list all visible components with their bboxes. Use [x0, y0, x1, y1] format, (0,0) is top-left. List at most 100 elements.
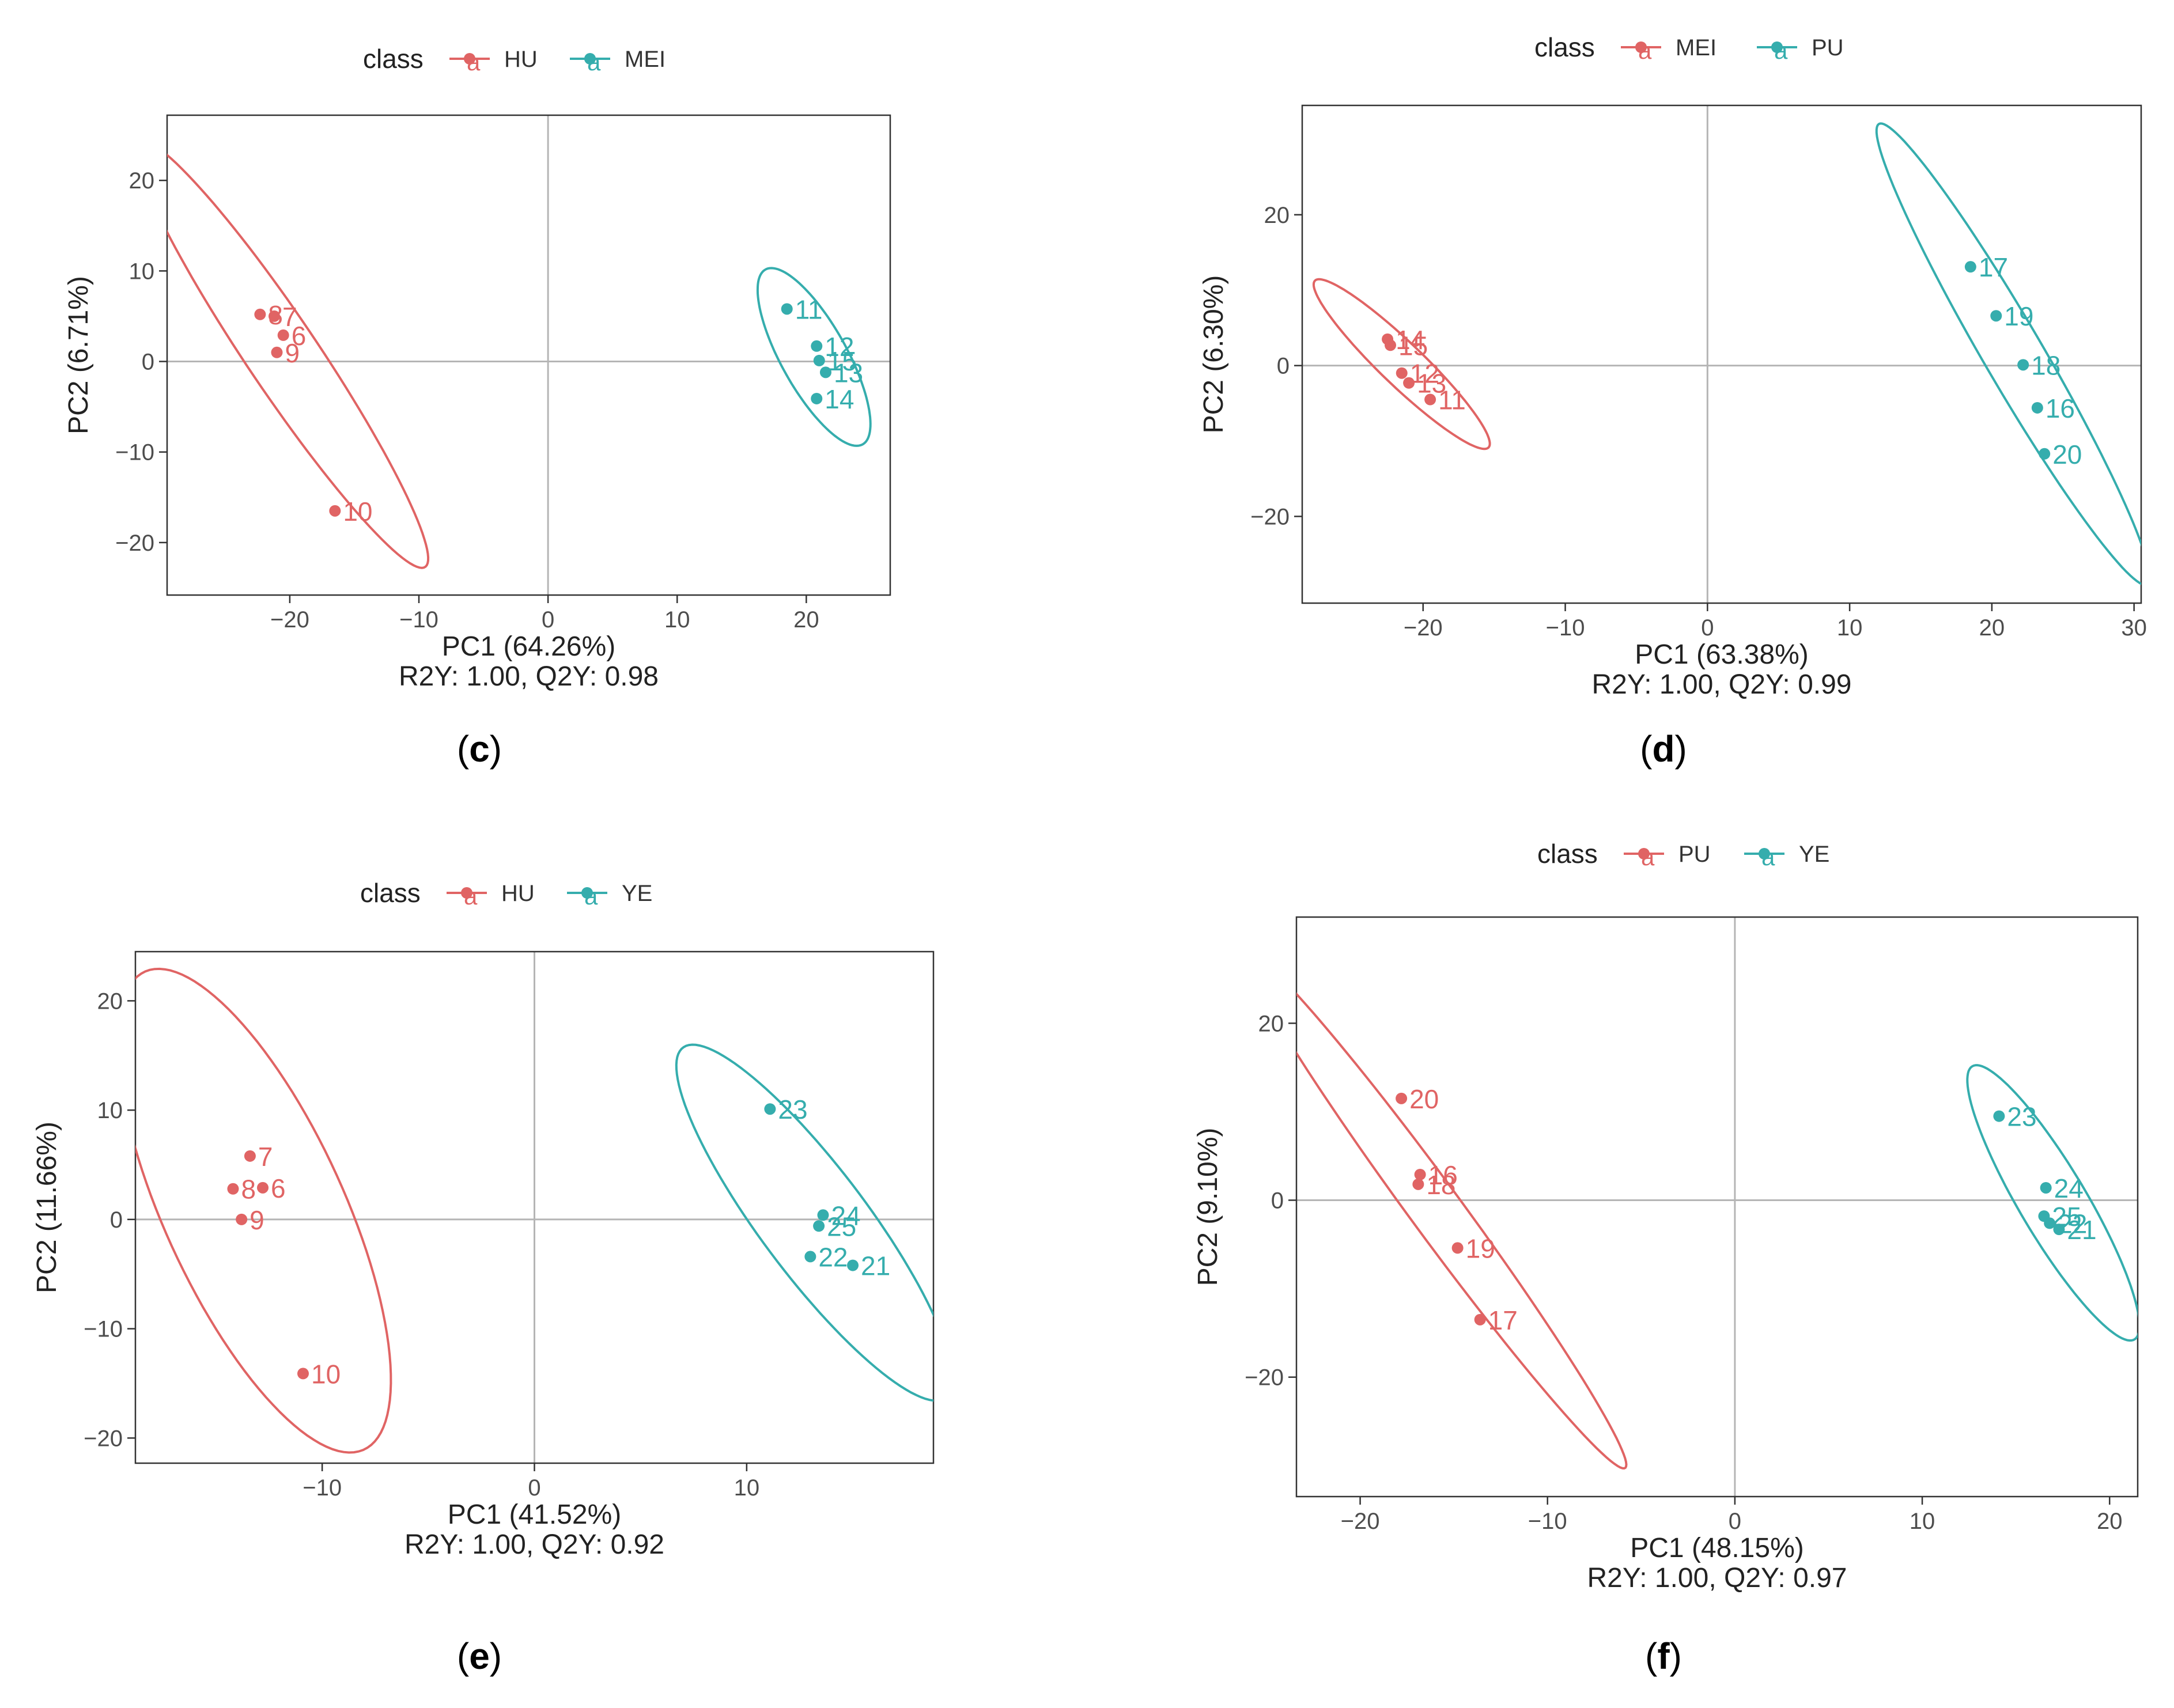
- data-point: [2017, 359, 2029, 371]
- point-label: 6: [292, 321, 307, 351]
- legend-label: PU: [1678, 842, 1711, 867]
- data-point: [817, 1209, 829, 1221]
- data-point: [2044, 1217, 2056, 1229]
- legend: class a PU a YE: [1537, 839, 1829, 870]
- confidence-ellipse-hu: [167, 153, 430, 569]
- data-point: [813, 1220, 825, 1232]
- data-point: [2040, 1181, 2052, 1194]
- confidence-ellipse-hu: [135, 967, 392, 1454]
- x-axis-title: PC1 (48.15%): [1630, 1533, 1804, 1563]
- confidence-ellipse-mei: [1312, 278, 1491, 450]
- point-label: 22: [818, 1242, 848, 1272]
- data-point: [1412, 1178, 1424, 1190]
- model-stats: R2Y: 1.00, Q2Y: 0.98: [399, 661, 659, 692]
- plot-border: [1295, 916, 2139, 1498]
- legend-key-point: [461, 887, 472, 899]
- y-tick-label: −10: [115, 440, 154, 465]
- point-label: 21: [861, 1251, 890, 1281]
- y-tick-label: 10: [97, 1098, 123, 1123]
- data-point: [811, 340, 823, 352]
- y-tick-label: 20: [97, 989, 123, 1014]
- point-label: 10: [343, 497, 372, 527]
- data-point: [1993, 1110, 2005, 1122]
- legend-key-glyph: a: [464, 883, 478, 910]
- y-tick-label: 0: [110, 1207, 123, 1233]
- caption-letter: d: [1652, 728, 1674, 770]
- point-label: 7: [258, 1142, 273, 1172]
- data-point: [1474, 1313, 1486, 1326]
- x-tick-label: 0: [542, 607, 554, 633]
- legend-key-glyph: a: [1774, 37, 1788, 64]
- point-label: 23: [778, 1095, 807, 1124]
- point-label: 16: [1428, 1160, 1458, 1190]
- confidence-ellipse-pu: [1875, 122, 2141, 585]
- x-axis-title: PC1 (64.26%): [442, 631, 615, 662]
- point-label: 6: [271, 1173, 286, 1203]
- x-tick-label: 10: [1910, 1509, 1935, 1534]
- legend-key-point: [1771, 41, 1783, 53]
- data-point: [2031, 402, 2043, 414]
- panel-caption: (e): [457, 1635, 502, 1677]
- data-point: [227, 1183, 239, 1195]
- x-axis-title: PC1 (63.38%): [1635, 639, 1808, 670]
- data-point: [1964, 261, 1976, 273]
- x-tick-label: −10: [1546, 615, 1585, 641]
- data-point: [271, 346, 283, 358]
- pca-panel-f: −20 −10 0 10 20 −20 0 20 PC1 (48.15%)R2Y: 1.00, …: [1193, 839, 2139, 1677]
- y-tick-label: 0: [142, 350, 154, 375]
- y-axis-title: PC2 (6.71%): [63, 276, 94, 434]
- data-point: [1990, 310, 2002, 322]
- y-tick-label: 0: [1277, 354, 1290, 379]
- legend-key-point: [581, 887, 593, 899]
- y-tick-label: −20: [1245, 1365, 1284, 1391]
- legend-key-point: [1635, 41, 1647, 53]
- confidence-ellipse-pu: [1296, 992, 1628, 1470]
- pca-panel-d: −20 −10 0 10 20 30 −20 0 20 PC1 (63.38%)R2Y: 1.00…: [1198, 32, 2147, 770]
- caption-close: ): [490, 728, 502, 770]
- panel-caption: (c): [457, 728, 502, 770]
- legend-key-point: [1638, 848, 1650, 859]
- data-point: [813, 354, 825, 366]
- data-point: [1424, 393, 1436, 406]
- x-tick-label: −10: [399, 607, 438, 633]
- data-point: [257, 1181, 269, 1194]
- data-layer: 8769101112151314: [167, 153, 872, 569]
- point-label: 21: [2067, 1215, 2096, 1245]
- legend-key-glyph: a: [587, 48, 601, 75]
- x-tick-label: −10: [1528, 1509, 1567, 1534]
- point-label: 11: [795, 294, 823, 324]
- x-tick-label: −20: [270, 607, 309, 633]
- caption-letter: f: [1657, 1635, 1670, 1677]
- point-label: 17: [1979, 252, 2008, 282]
- pca-panel-e: −10 0 10 −20 −10 0 10 20 PC1 (41.52%)R2Y: 1.00, …: [32, 878, 935, 1677]
- plot-border: [1301, 104, 2142, 604]
- data-point: [781, 303, 793, 315]
- y-tick-label: −10: [84, 1317, 123, 1342]
- y-axis-title: PC2 (11.66%): [32, 1122, 62, 1293]
- data-point: [277, 329, 289, 341]
- panel-caption: (f): [1645, 1635, 1682, 1677]
- data-point: [2053, 1224, 2065, 1236]
- caption-letter: c: [469, 728, 490, 770]
- y-tick-label: −20: [1250, 504, 1290, 529]
- legend: class a MEI a PU: [1534, 32, 1844, 64]
- caption-open: (: [457, 728, 469, 770]
- data-point: [1403, 377, 1415, 389]
- legend-key-glyph: a: [1761, 843, 1775, 870]
- x-tick-label: 20: [2097, 1509, 2123, 1534]
- x-tick-label: 10: [734, 1475, 760, 1501]
- point-label: 19: [2004, 301, 2033, 331]
- point-label: 14: [825, 384, 854, 414]
- legend-label: MEI: [1676, 35, 1716, 60]
- x-axis-title: PC1 (41.52%): [448, 1499, 621, 1530]
- legend-label: PU: [1812, 35, 1844, 60]
- legend-key-point: [584, 53, 596, 65]
- caption-close: ): [1670, 1635, 1682, 1677]
- legend-key-glyph: a: [584, 883, 598, 910]
- data-point: [236, 1213, 248, 1225]
- point-label: 18: [1426, 1170, 1455, 1200]
- legend: class a HU a MEI: [363, 44, 666, 75]
